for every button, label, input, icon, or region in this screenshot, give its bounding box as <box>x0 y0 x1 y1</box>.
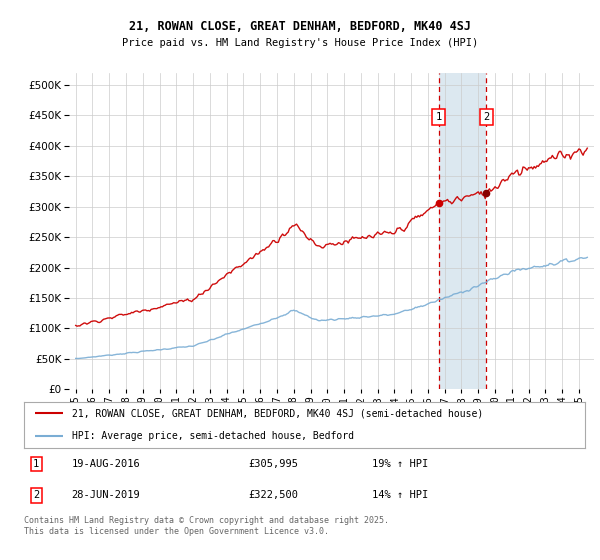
Text: 28-JUN-2019: 28-JUN-2019 <box>71 491 140 501</box>
Text: Contains HM Land Registry data © Crown copyright and database right 2025.
This d: Contains HM Land Registry data © Crown c… <box>24 516 389 536</box>
Text: 19-AUG-2016: 19-AUG-2016 <box>71 459 140 469</box>
Text: 21, ROWAN CLOSE, GREAT DENHAM, BEDFORD, MK40 4SJ: 21, ROWAN CLOSE, GREAT DENHAM, BEDFORD, … <box>129 20 471 32</box>
Text: Price paid vs. HM Land Registry's House Price Index (HPI): Price paid vs. HM Land Registry's House … <box>122 38 478 48</box>
Text: 1: 1 <box>33 459 40 469</box>
Text: HPI: Average price, semi-detached house, Bedford: HPI: Average price, semi-detached house,… <box>71 431 353 441</box>
Text: 2: 2 <box>33 491 40 501</box>
Text: 1: 1 <box>436 112 442 122</box>
Text: 21, ROWAN CLOSE, GREAT DENHAM, BEDFORD, MK40 4SJ (semi-detached house): 21, ROWAN CLOSE, GREAT DENHAM, BEDFORD, … <box>71 408 483 418</box>
Text: £322,500: £322,500 <box>248 491 298 501</box>
Text: 2: 2 <box>484 112 490 122</box>
Text: 19% ↑ HPI: 19% ↑ HPI <box>372 459 428 469</box>
Bar <box>439 73 487 389</box>
Text: £305,995: £305,995 <box>248 459 298 469</box>
Text: 14% ↑ HPI: 14% ↑ HPI <box>372 491 428 501</box>
